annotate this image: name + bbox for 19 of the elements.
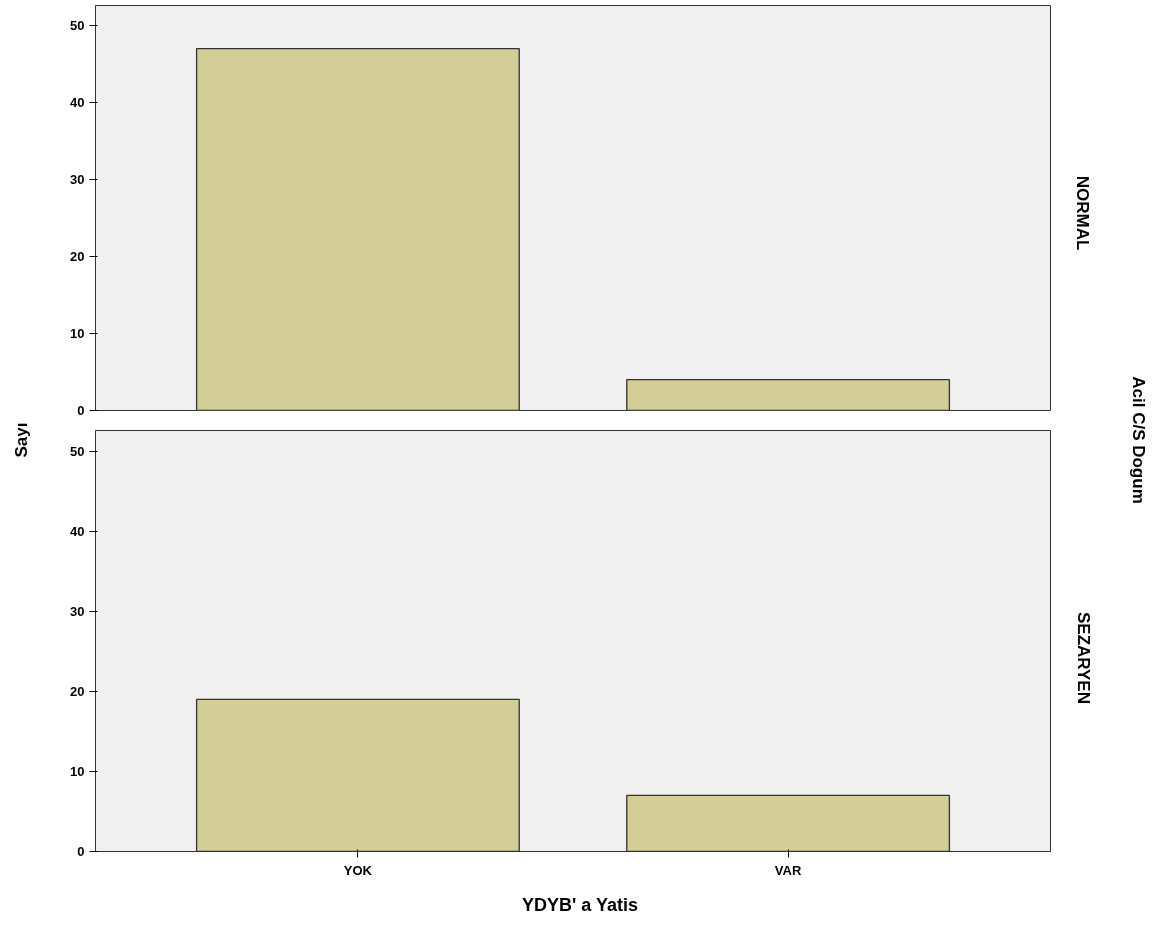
y-tick-label: 30: [70, 172, 85, 188]
text: SEZARYEN: [1072, 611, 1093, 704]
x-tick-label: VAR: [774, 862, 802, 878]
y-tick-label: 20: [70, 249, 85, 265]
text: NORMAL: [1072, 175, 1093, 250]
y-tick-label: 40: [70, 95, 85, 111]
x-tick-label: YOK: [343, 862, 373, 878]
y-tick-label: 30: [70, 603, 85, 619]
y2-axis-title: Acil C/S Dogum: [1127, 376, 1148, 504]
y-tick-label: 0: [77, 403, 85, 418]
y-tick-label: 10: [70, 763, 85, 779]
x-axis-title: YDYB' a Yatis: [521, 895, 639, 916]
y-axis-title: Sayı: [12, 422, 33, 458]
y-tick-label: 0: [77, 844, 85, 859]
y-tick-label: 40: [70, 523, 85, 539]
y-tick-label: 50: [70, 443, 85, 459]
y-tick-label: 10: [70, 326, 85, 341]
y-tick-label: 20: [70, 683, 85, 699]
y-tick-label: 50: [70, 18, 85, 34]
